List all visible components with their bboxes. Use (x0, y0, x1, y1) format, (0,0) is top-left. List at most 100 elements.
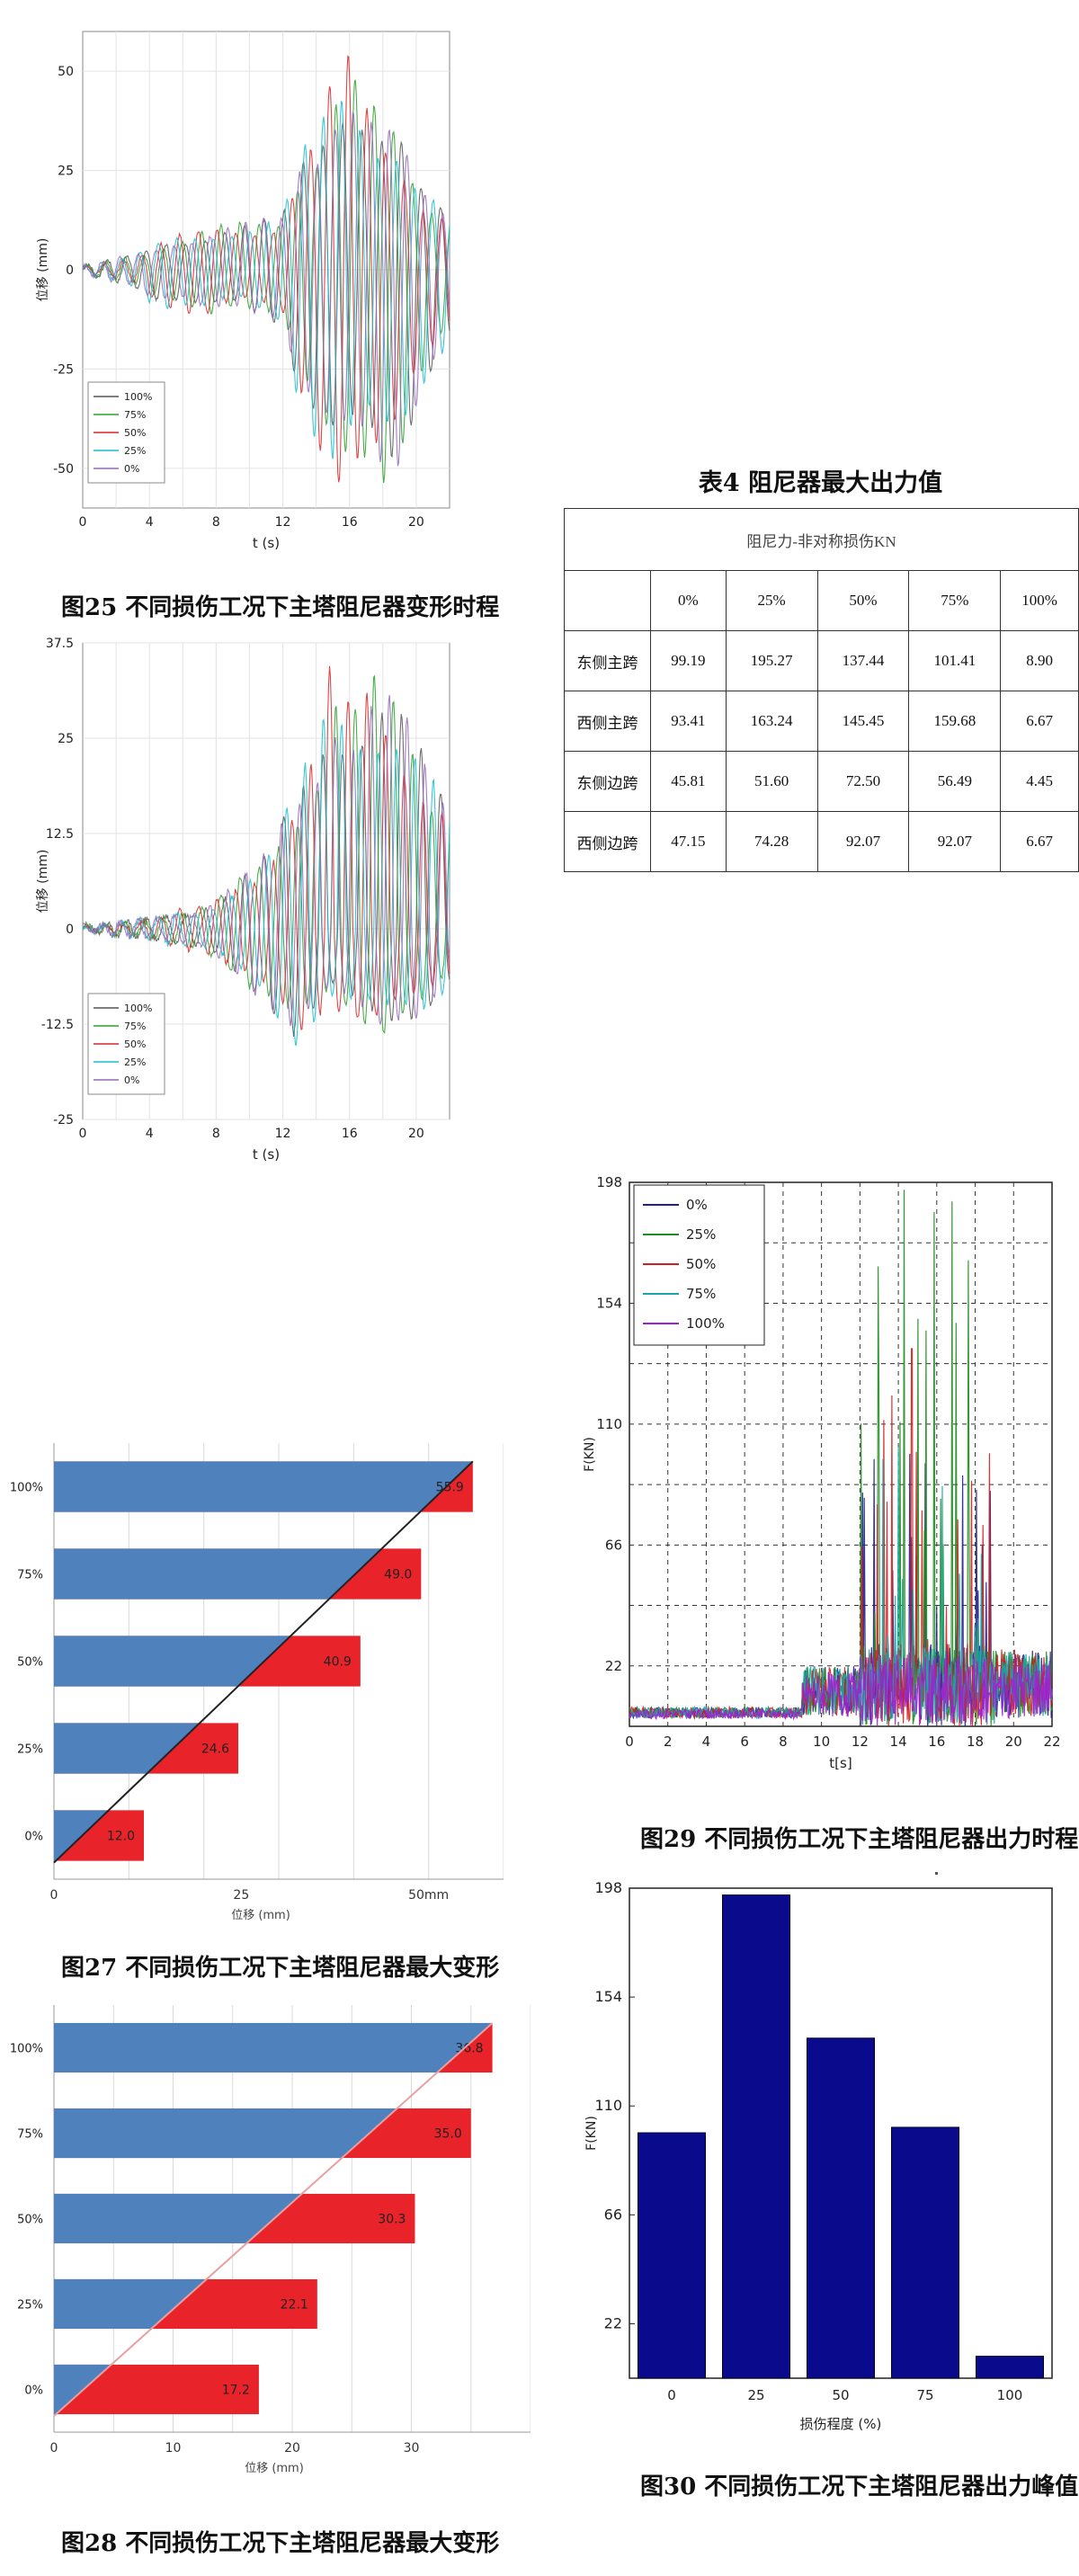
table4-row-label: 西侧边跨 (564, 811, 651, 872)
table4-cell: 163.24 (725, 691, 818, 752)
y-tick-label: 66 (605, 1537, 622, 1553)
legend-label: 25% (124, 445, 146, 457)
legend-label: 75% (124, 1021, 146, 1032)
x-tick-label: 0 (79, 515, 87, 530)
x-tick-label: 16 (928, 1734, 945, 1750)
x-tick-label: 4 (702, 1734, 711, 1750)
bar-blue (54, 1548, 382, 1600)
x-tick-label: 20 (1005, 1734, 1022, 1750)
x-tick-label: 0 (50, 2441, 58, 2456)
bar-blue (54, 1723, 201, 1774)
diagonal-line (53, 2022, 494, 2417)
y-tick-label: 110 (594, 2097, 622, 2114)
category-label: 50% (17, 1656, 43, 1670)
table4-cell: 6.67 (1000, 811, 1079, 872)
table4-cell: 6.67 (1000, 691, 1079, 752)
legend-label: 25% (124, 1056, 146, 1068)
x-tick-label: 6 (740, 1734, 749, 1750)
bar-value-label: 12.0 (107, 1830, 135, 1844)
x-axis-label: 位移 (mm) (231, 1909, 290, 1922)
y-tick-label: 198 (594, 1879, 622, 1896)
x-tick-label: 4 (146, 1127, 154, 1141)
table4-cell: 56.49 (908, 751, 1002, 812)
y-tick-label: 198 (596, 1174, 622, 1190)
category-label: 25% (17, 1743, 43, 1757)
table4-col-header: 25% (725, 570, 818, 631)
legend-label: 50% (686, 1256, 716, 1272)
table4-row-label: 西侧主跨 (564, 691, 651, 752)
x-tick-label: 0 (50, 1888, 58, 1903)
table4-row-label: 东侧主跨 (564, 630, 651, 691)
table4-corner-cell (564, 570, 651, 631)
legend-label: 100% (124, 391, 152, 403)
table4-cell: 72.50 (816, 751, 910, 812)
bar-blue (54, 1461, 473, 1512)
y-tick-label: 66 (604, 2206, 622, 2223)
category-label: 0% (24, 2384, 43, 2398)
fig28-chart: 36.8 100% 35.0 75% 30.3 50% 22.1 25% 17.2 0% 0 10 20… (10, 2005, 531, 2475)
legend-label: 25% (686, 1226, 716, 1243)
x-tick-label: 20 (284, 2441, 300, 2456)
x-tick-label: 12 (275, 515, 291, 530)
table4-cell: 4.45 (1000, 751, 1079, 812)
legend-label: 0% (124, 1074, 139, 1086)
bar-blue (54, 2023, 493, 2072)
series-line-50% (82, 665, 450, 1030)
y-tick-label: 12.5 (46, 827, 74, 842)
table4-col-header: 100% (1000, 570, 1079, 631)
table4-col-header: 75% (908, 570, 1002, 631)
y-tick-label: 154 (596, 1295, 622, 1311)
x-tick-label: 16 (342, 1127, 358, 1141)
y-tick-label: -25 (53, 362, 74, 377)
fig26-chart: 37.5 25 12.5 0 -12.5 -25 0 4 8 12 16 20 t (s) 位移 (mm)… (36, 637, 450, 1163)
table4-col-header: 50% (816, 570, 910, 631)
bar-value-label: 24.6 (201, 1743, 229, 1757)
table4-cell: 74.28 (725, 811, 818, 872)
fig30-chart: 0 25 50 75 100 22 66 110 154 198 损伤程度 (%) F(KN) (584, 1879, 1053, 2432)
bar-value-label: 22.1 (281, 2298, 308, 2313)
fig25-panel: 50 25 0 -25 -50 0 4 8 12 16 20 t (s) 位移 (mm) 100% 75% 5… (27, 18, 459, 575)
x-tick-label: 20 (408, 515, 424, 530)
fig29-panel: 0 2 4 6 8 10 12 14 16 18 20 22 22 66 110 154 198 t[s] F(KN… (575, 1164, 1079, 1812)
table4-cell: 92.07 (816, 811, 910, 872)
table4-title: 表4 阻尼器最大出力值 (698, 469, 943, 497)
bar-blue (54, 2108, 397, 2159)
table4-cell: 47.15 (650, 811, 727, 872)
y-tick-label: 25 (58, 165, 74, 179)
category-label: 75% (17, 1569, 43, 1582)
x-tick-label: 25 (233, 1888, 249, 1903)
table4-cell: 93.41 (650, 691, 727, 752)
x-tick-label: 75 (916, 2387, 933, 2403)
y-tick-label: 25 (58, 732, 74, 746)
y-tick-label: 37.5 (46, 637, 74, 651)
x-tick-label: 8 (779, 1734, 788, 1750)
fig29-caption: 图29 不同损伤工况下主塔阻尼器出力时程 (640, 1826, 1079, 1853)
bar-value-label: 17.2 (222, 2384, 250, 2398)
x-axis-label: 位移 (mm) (245, 2462, 304, 2475)
fig28-caption: 图28 不同损伤工况下主塔阻尼器最大变形 (61, 2530, 500, 2557)
x-axis-label: t[s] (829, 1755, 852, 1771)
x-axis-label: t (s) (253, 1146, 280, 1163)
legend-label: 50% (124, 427, 146, 439)
table4-col-header: 0% (650, 570, 727, 631)
x-tick-label: 12 (852, 1734, 869, 1750)
fig30-panel: 0 25 50 75 100 22 66 110 154 198 损伤程度 (%) F(KN) (575, 1875, 1079, 2455)
legend-label: 0% (124, 463, 139, 475)
y-tick-label: 110 (596, 1416, 622, 1432)
x-tick-label: 18 (967, 1734, 984, 1750)
y-tick-label: 0 (66, 263, 74, 278)
series-line-0% (82, 111, 450, 467)
table4-row-label: 东侧边跨 (564, 751, 651, 812)
category-label: 100% (10, 1482, 43, 1495)
x-tick-label: 100 (997, 2387, 1023, 2403)
table4-cell: 8.90 (1000, 630, 1079, 691)
category-label: 75% (17, 2128, 43, 2142)
fig27-panel: 55.9 100% 49.0 75% 40.9 50% 24.6 25% 12.0 0% 0 25 50… (0, 1430, 504, 1924)
y-axis-label: 位移 (mm) (36, 238, 50, 302)
y-tick-label: -25 (53, 1113, 74, 1128)
stray-mark (935, 1872, 938, 1875)
table4-cell: 51.60 (725, 751, 818, 812)
category-label: 0% (24, 1831, 43, 1844)
x-tick-label: 2 (664, 1734, 673, 1750)
category-label: 25% (17, 2299, 43, 2313)
